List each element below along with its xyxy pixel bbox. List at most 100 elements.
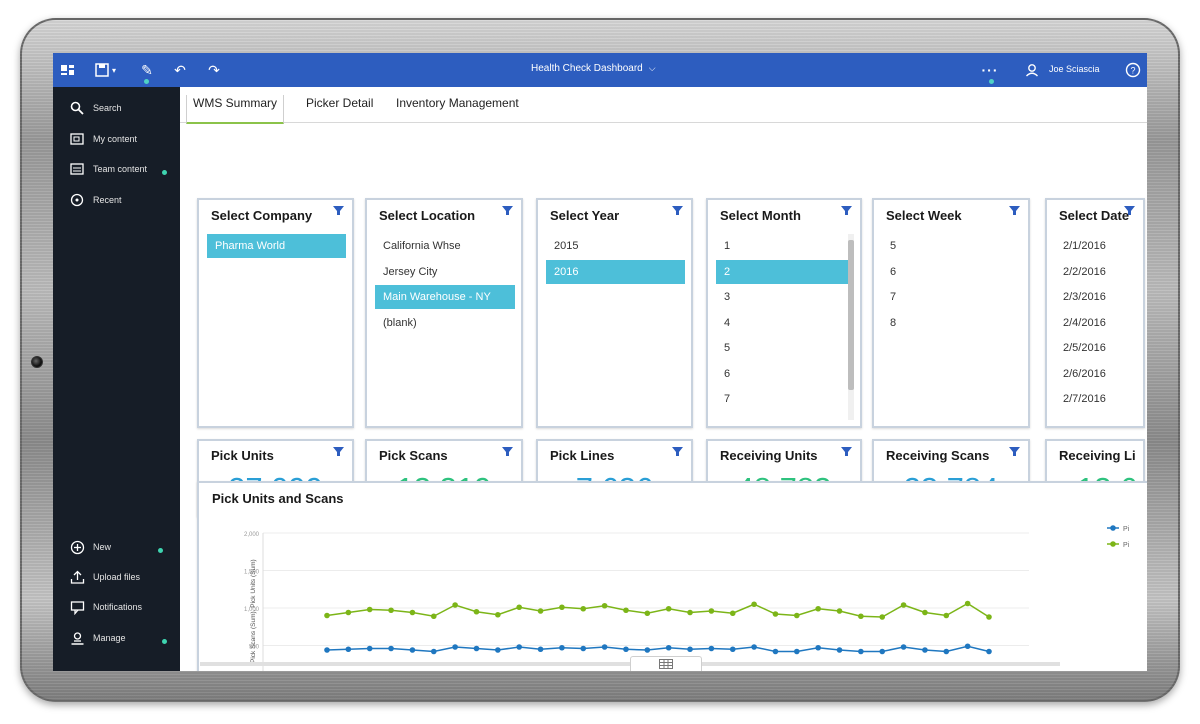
data-point[interactable] (644, 610, 651, 617)
data-point[interactable] (388, 607, 394, 614)
data-point[interactable] (836, 608, 843, 614)
filter-icon[interactable] (502, 205, 513, 216)
data-point[interactable] (345, 609, 352, 616)
filter-icon[interactable] (333, 205, 344, 216)
data-point[interactable] (388, 645, 394, 652)
data-point[interactable] (943, 612, 950, 619)
data-point[interactable] (366, 606, 373, 613)
filter-option[interactable]: 5 (724, 342, 731, 354)
more-icon[interactable]: ··· (981, 62, 999, 78)
filter-option[interactable]: 8 (890, 316, 897, 329)
pencil-icon[interactable]: ✎ (141, 61, 153, 78)
data-point[interactable] (900, 644, 907, 650)
data-point[interactable] (473, 645, 480, 652)
filter-icon[interactable] (841, 205, 852, 216)
data-point[interactable] (708, 608, 715, 614)
sidebar-item-new[interactable]: New (69, 538, 164, 556)
data-point[interactable] (580, 605, 587, 612)
data-point[interactable] (772, 648, 779, 655)
data-point[interactable] (644, 647, 651, 653)
filter-option[interactable]: 5 (890, 240, 897, 252)
filter-icon[interactable] (1009, 205, 1020, 216)
filter-option[interactable]: 7 (890, 291, 897, 303)
dashboard-title[interactable]: Health Check Dashboard ⌵ (531, 63, 656, 74)
filter-option[interactable]: (blank) (383, 316, 417, 329)
sidebar-item-team-content[interactable]: Team content (69, 160, 168, 178)
data-point[interactable] (495, 611, 501, 618)
tab-picker-detail[interactable]: Picker Detail (306, 96, 374, 110)
filter-option[interactable]: 2016 (546, 259, 685, 284)
filter-option[interactable]: 2/6/2016 (1063, 367, 1106, 380)
data-point[interactable] (815, 605, 821, 612)
sidebar-item-search[interactable]: Search (69, 99, 122, 117)
save-icon[interactable] (93, 61, 111, 79)
data-point[interactable] (922, 647, 928, 653)
data-point[interactable] (623, 646, 629, 653)
filter-option[interactable]: 2/1/2016 (1063, 240, 1106, 252)
filter-option[interactable]: 6 (724, 367, 731, 380)
data-point[interactable] (601, 644, 608, 650)
data-point[interactable] (708, 645, 715, 652)
filter-icon[interactable] (502, 446, 513, 457)
filter-option[interactable]: 2015 (554, 240, 579, 252)
data-point[interactable] (623, 607, 629, 614)
filter-option[interactable]: 2/2/2016 (1063, 265, 1106, 278)
data-point[interactable] (537, 608, 544, 614)
data-point[interactable] (687, 646, 693, 653)
filter-icon[interactable] (672, 205, 683, 216)
data-point[interactable] (430, 648, 437, 655)
data-point[interactable] (665, 605, 672, 612)
data-point[interactable] (751, 601, 757, 608)
sidebar-item-notifications[interactable]: Notifications (69, 598, 142, 616)
tab-inventory-management[interactable]: Inventory Management (396, 96, 519, 110)
data-point[interactable] (452, 644, 458, 650)
data-point[interactable] (324, 647, 330, 653)
legend-label[interactable]: Pi (1123, 526, 1130, 533)
filter-option[interactable]: 3 (724, 291, 731, 303)
filter-option[interactable]: Pharma World (207, 234, 346, 258)
data-point[interactable] (559, 644, 565, 651)
data-point[interactable] (794, 648, 800, 655)
data-point[interactable] (815, 644, 821, 651)
data-point[interactable] (729, 646, 736, 653)
filter-option[interactable]: Jersey City (383, 265, 438, 278)
data-point[interactable] (986, 614, 992, 620)
filter-option[interactable]: 1 (724, 240, 731, 252)
sidebar-item-my-content[interactable]: My content (69, 130, 137, 148)
data-point[interactable] (879, 648, 886, 655)
filter-option[interactable]: 2/3/2016 (1063, 291, 1106, 303)
data-point[interactable] (964, 643, 971, 650)
scrollbar-thumb[interactable] (848, 240, 854, 390)
filter-option[interactable]: 4 (724, 316, 731, 329)
filter-option[interactable]: 2/4/2016 (1063, 316, 1106, 329)
redo-icon[interactable]: ↷ (208, 61, 220, 78)
data-point[interactable] (580, 645, 587, 652)
home-icon[interactable] (59, 61, 77, 79)
filter-option[interactable]: Main Warehouse - NY (375, 285, 515, 309)
data-point[interactable] (772, 611, 779, 617)
data-point[interactable] (751, 644, 757, 650)
data-point[interactable] (516, 644, 522, 650)
data-point[interactable] (430, 613, 437, 620)
filter-option[interactable]: California Whse (383, 240, 461, 252)
data-point[interactable] (324, 612, 330, 619)
data-point[interactable] (943, 648, 950, 655)
filter-option[interactable]: 6 (890, 265, 897, 278)
data-point[interactable] (687, 609, 693, 616)
data-point[interactable] (537, 646, 544, 653)
data-point[interactable] (922, 609, 928, 616)
filter-option[interactable]: 7 (724, 393, 731, 405)
data-point[interactable] (665, 644, 672, 651)
data-point[interactable] (366, 645, 373, 652)
tab-wms-summary[interactable]: WMS Summary (186, 95, 284, 125)
user-icon[interactable] (1023, 61, 1041, 79)
legend-label[interactable]: Pi (1123, 542, 1130, 549)
data-point[interactable] (858, 648, 864, 655)
filter-icon[interactable] (672, 446, 683, 457)
sidebar-item-recent[interactable]: Recent (69, 191, 122, 209)
data-point[interactable] (964, 600, 971, 607)
data-point[interactable] (409, 609, 416, 616)
data-point[interactable] (900, 602, 907, 608)
filter-option[interactable]: 2/7/2016 (1063, 393, 1106, 405)
data-point[interactable] (986, 648, 992, 655)
